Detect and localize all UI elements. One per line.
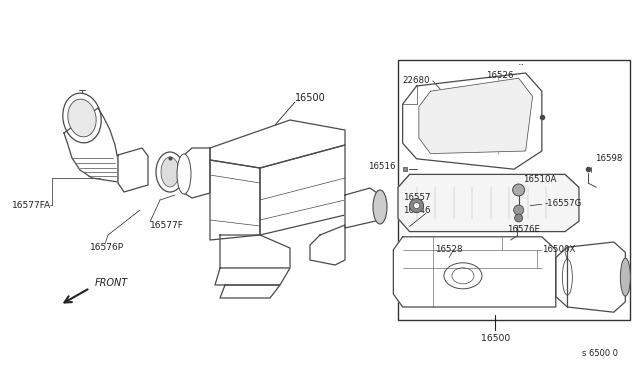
Polygon shape [403,73,542,169]
Bar [398,60,630,320]
Text: 16557: 16557 [403,193,430,202]
Polygon shape [310,225,345,265]
Ellipse shape [373,190,387,224]
Ellipse shape [156,152,184,192]
Text: FRONT: FRONT [95,278,128,288]
Ellipse shape [620,258,630,296]
Ellipse shape [513,184,525,196]
Ellipse shape [514,205,524,215]
Polygon shape [210,160,260,240]
Ellipse shape [68,99,96,137]
Polygon shape [215,268,290,285]
Text: 22680: 22680 [403,76,430,85]
Polygon shape [220,285,280,298]
Text: 16598: 16598 [595,154,623,163]
Text: 16500: 16500 [481,334,510,343]
Polygon shape [64,108,118,182]
Polygon shape [210,120,345,168]
Text: 16500: 16500 [295,93,326,103]
Text: 16500X: 16500X [542,245,575,254]
Polygon shape [394,237,556,307]
Text: 16516: 16516 [368,162,396,171]
Text: 16577FA: 16577FA [12,201,51,209]
Polygon shape [398,174,579,232]
Text: 16576E: 16576E [507,224,540,234]
Text: 16577F: 16577F [150,221,184,230]
Text: s 6500 0: s 6500 0 [582,349,618,358]
Text: 16576P: 16576P [90,244,124,253]
Polygon shape [419,78,532,154]
Polygon shape [184,148,210,198]
Text: ··: ·· [517,60,525,70]
Ellipse shape [413,203,420,209]
Text: -16557G: -16557G [544,199,582,208]
Ellipse shape [410,199,424,213]
Ellipse shape [63,93,101,143]
Polygon shape [556,242,625,312]
Polygon shape [345,188,380,228]
Text: 16528: 16528 [435,245,463,254]
Polygon shape [118,148,148,192]
Polygon shape [260,145,345,235]
Text: 16546: 16546 [403,206,430,215]
Text: 16526: 16526 [486,71,514,80]
Ellipse shape [161,157,179,187]
Polygon shape [220,235,290,268]
Ellipse shape [515,214,523,222]
Ellipse shape [177,154,191,194]
Text: 16510A: 16510A [524,175,557,184]
